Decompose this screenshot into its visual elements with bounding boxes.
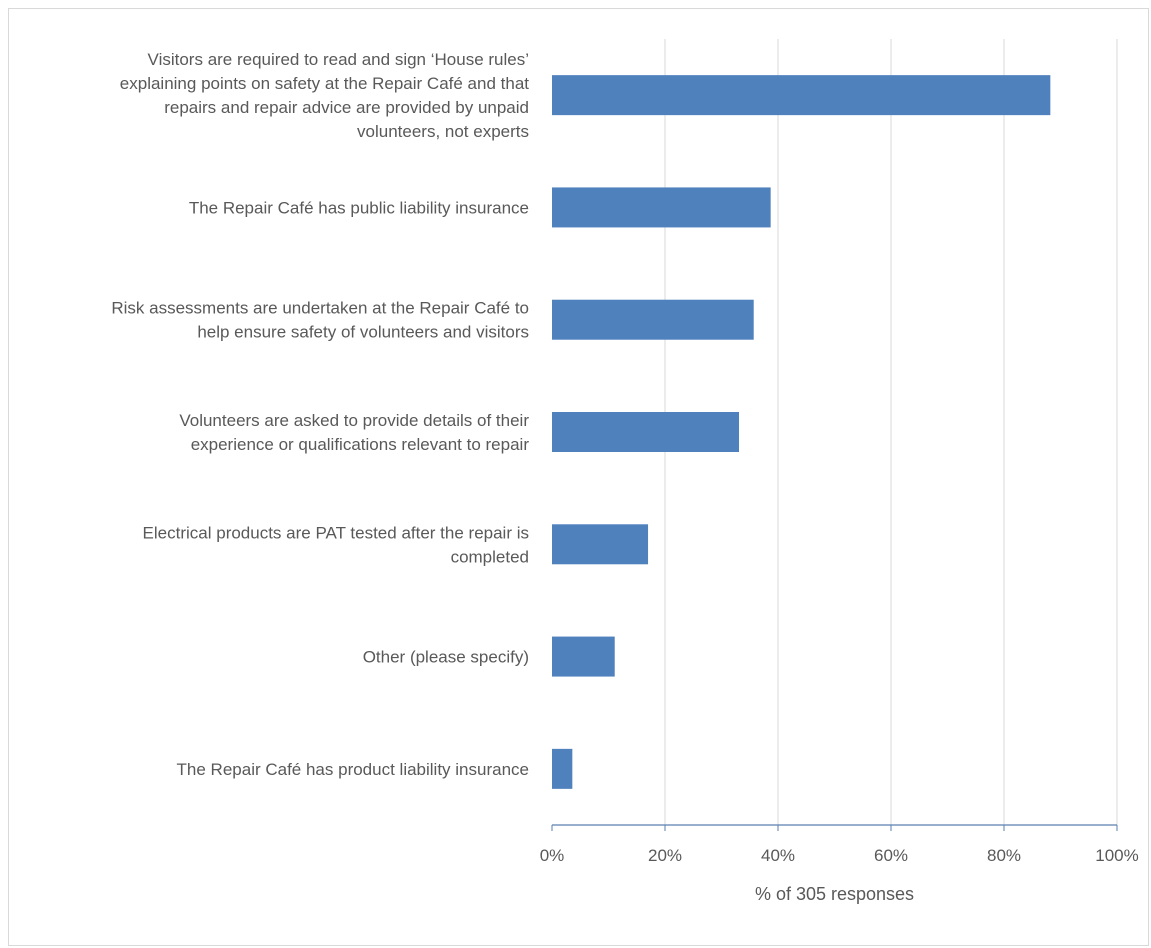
x-tick-label: 60% [874, 846, 908, 865]
category-label: Electrical products are PAT tested after… [143, 523, 529, 566]
category-label: Visitors are required to read and sign ‘… [120, 50, 529, 141]
bars [552, 75, 1051, 789]
x-tick-label: 20% [648, 846, 682, 865]
x-tick-label: 0% [540, 846, 565, 865]
bar [552, 187, 771, 228]
bar [552, 636, 615, 677]
category-labels: Visitors are required to read and sign ‘… [111, 50, 529, 779]
x-tick-label: 100% [1095, 846, 1138, 865]
x-axis: 0% 20% 40% 60% 80% 100% [540, 824, 1139, 865]
chart-frame: 0% 20% 40% 60% 80% 100% Visitors are required… [8, 8, 1149, 946]
x-axis-title: % of 305 responses [755, 884, 914, 904]
bar [552, 748, 573, 789]
x-tick-label: 80% [987, 846, 1021, 865]
bar-chart: 0% 20% 40% 60% 80% 100% Visitors are required… [111, 39, 1139, 904]
category-label: Volunteers are asked to provide details … [179, 411, 529, 454]
grid-lines [664, 39, 1118, 825]
bar [552, 299, 754, 340]
x-tick-label: 40% [761, 846, 795, 865]
category-label: The Repair Café has public liability ins… [189, 198, 529, 217]
category-label: Other (please specify) [363, 648, 529, 667]
category-label: The Repair Café has product liability in… [177, 760, 529, 779]
bar [552, 524, 649, 565]
category-label: Risk assessments are undertaken at the R… [111, 299, 529, 342]
bar [552, 412, 740, 452]
bar [552, 75, 1051, 116]
